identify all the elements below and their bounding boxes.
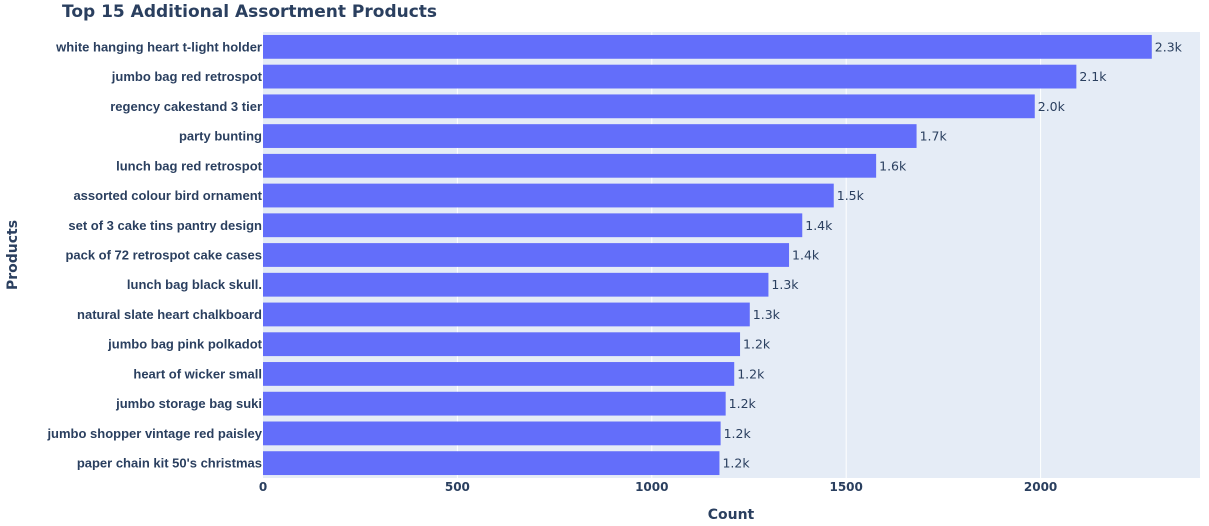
category-label: pack of 72 retrospot cake cases bbox=[65, 248, 262, 263]
bar-value-label: 1.3k bbox=[753, 307, 781, 322]
y-axis-title: Products bbox=[5, 220, 21, 290]
value-labels: 2.3k 2.1k 2.0k 1.7k 1.6k 1.5k 1.4k 1.4k 1.3k 1.3k… bbox=[722, 39, 1182, 470]
bar bbox=[263, 64, 1077, 89]
bar-value-label: 1.4k bbox=[805, 218, 833, 233]
bar-value-label: 1.2k bbox=[737, 366, 765, 381]
bar-value-label: 1.2k bbox=[722, 456, 750, 471]
category-label: jumbo bag red retrospot bbox=[111, 69, 263, 84]
category-label: regency cakestand 3 tier bbox=[110, 99, 262, 114]
bar-value-label: 1.2k bbox=[743, 337, 771, 352]
category-label: natural slate heart chalkboard bbox=[77, 307, 262, 322]
category-label: set of 3 cake tins pantry design bbox=[68, 218, 262, 233]
bar-value-label: 1.2k bbox=[724, 426, 752, 441]
bar bbox=[263, 213, 803, 238]
x-tick-label: 1000 bbox=[635, 480, 668, 494]
category-label: heart of wicker small bbox=[133, 366, 262, 381]
category-label: white hanging heart t-light holder bbox=[55, 39, 262, 54]
category-label: lunch bag red retrospot bbox=[116, 158, 263, 173]
bar bbox=[263, 272, 769, 297]
x-tick-labels: 0 500 1000 1500 2000 bbox=[259, 480, 1057, 494]
bar bbox=[263, 362, 735, 386]
category-labels: white hanging heart t-light holder jumbo … bbox=[46, 39, 262, 470]
x-tick-label: 0 bbox=[259, 480, 267, 494]
bar bbox=[263, 34, 1152, 59]
bar bbox=[263, 421, 721, 446]
category-label: party bunting bbox=[179, 129, 262, 144]
bar-value-label: 1.2k bbox=[729, 396, 757, 411]
bar-value-label: 2.1k bbox=[1079, 69, 1107, 84]
category-label: assorted colour bird ornament bbox=[73, 188, 262, 203]
x-tick-label: 1500 bbox=[829, 480, 862, 494]
bar bbox=[263, 153, 877, 178]
bar bbox=[263, 451, 720, 476]
category-label: jumbo bag pink polkadot bbox=[107, 337, 263, 352]
category-label: paper chain kit 50's christmas bbox=[77, 456, 262, 471]
bar bbox=[263, 391, 726, 416]
bar-value-label: 1.4k bbox=[792, 248, 820, 263]
bar bbox=[263, 302, 750, 327]
bar-value-label: 2.3k bbox=[1155, 39, 1183, 54]
bar bbox=[263, 183, 834, 208]
category-label: jumbo shopper vintage red paisley bbox=[46, 426, 262, 441]
bars bbox=[263, 34, 1152, 476]
bar bbox=[263, 124, 917, 148]
bar bbox=[263, 243, 790, 267]
bar-value-label: 2.0k bbox=[1038, 99, 1066, 114]
bar-value-label: 1.3k bbox=[771, 277, 799, 292]
category-label: jumbo storage bag suki bbox=[115, 396, 262, 411]
category-label: lunch bag black skull. bbox=[127, 277, 262, 292]
bar-value-label: 1.5k bbox=[837, 188, 865, 203]
bar bbox=[263, 94, 1035, 119]
bar-value-label: 1.7k bbox=[920, 129, 948, 144]
x-axis-title: Count bbox=[708, 507, 755, 523]
bar bbox=[263, 332, 741, 357]
bar-value-label: 1.6k bbox=[879, 158, 907, 173]
chart-title: Top 15 Additional Assortment Products bbox=[62, 2, 437, 22]
x-tick-label: 500 bbox=[445, 480, 470, 494]
x-tick-label: 2000 bbox=[1024, 480, 1057, 494]
